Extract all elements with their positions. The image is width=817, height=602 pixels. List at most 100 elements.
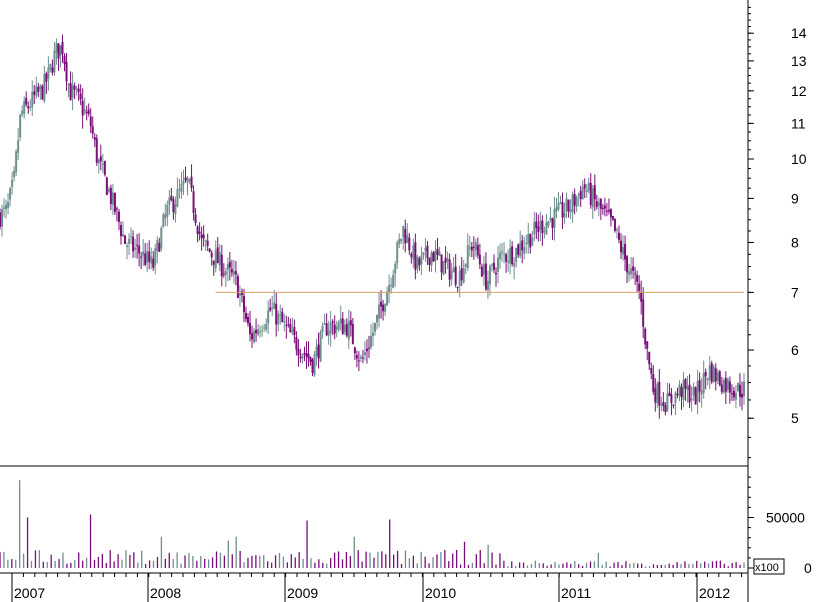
candle-body [654,388,657,403]
candle-body [111,192,114,205]
candle-body [180,183,183,193]
candle-body [563,213,566,218]
candle-body [533,221,536,235]
candle-body [313,354,316,376]
candle-body [662,401,665,406]
candle-body [620,240,623,253]
candle-body [69,82,72,101]
candle-body [432,252,435,262]
candle-body [198,231,201,234]
candle-body [297,349,300,356]
candle-body [238,293,241,296]
candle-body [132,236,135,252]
candle-body [636,275,639,282]
candle-body [537,226,540,233]
candle-body [271,307,274,309]
candle-body [601,207,604,210]
candle-body [148,251,151,262]
candle-body [87,109,90,115]
candle-body [525,242,528,245]
candle-body [170,195,173,201]
candle-body [315,346,318,356]
candle-body [333,324,336,334]
candle-body [412,245,415,260]
candle-body [99,156,102,162]
candle-body [551,218,554,228]
candle-body [384,304,387,312]
candle-body [553,208,556,228]
candle-body [545,222,548,235]
candle-body [394,263,397,274]
candle-body [706,378,709,381]
candle-body [216,247,219,264]
candle-body [67,84,70,86]
volume-unit-box [753,558,785,575]
candle-body [230,269,233,273]
candle-body [156,240,159,251]
candle-body [287,324,290,326]
candle-body [1,209,4,227]
volume-bars [0,480,745,568]
candle-body [561,202,564,218]
candle-body [607,209,610,212]
candle-body [644,328,647,345]
candle-body [293,326,296,336]
candle-body [613,218,616,231]
candle-body [5,204,8,210]
candle-body [430,252,433,266]
candle-body [521,240,524,251]
candle-body [400,238,403,242]
candle-body [210,252,213,258]
candle-body [444,257,447,263]
candle-body [527,234,530,245]
candle-body [474,242,477,251]
candle-body [343,324,346,332]
candle-body [656,383,659,404]
candle-body [128,238,131,244]
candle-body [253,330,256,343]
candle-body [113,193,116,212]
candle-body [468,247,471,249]
candle-body [224,271,227,276]
candle-body [573,193,576,206]
candle-body [89,116,92,127]
candle-body [587,182,590,191]
candle-body [704,371,707,377]
candle-body [688,384,691,403]
candle-body [416,256,419,269]
candle-body [327,330,330,336]
candle-body [738,384,741,397]
candle-body [325,323,328,336]
candle-body [255,329,258,334]
candle-body [519,242,522,257]
candle-body [490,264,493,266]
candle-body [200,234,203,238]
candle-body [107,189,110,192]
candle-body [73,85,76,90]
candle-body [21,110,24,115]
volume-tick-label: 50000 [766,510,805,526]
candle-body [615,229,618,231]
candle-body [497,257,500,272]
price-tick-label: 7 [791,284,799,300]
candle-body [109,187,112,205]
candle-body [632,266,635,271]
candle-body [376,314,379,323]
candle-body [390,284,393,286]
candle-body [242,295,245,313]
candle-body [408,237,411,251]
candle-body [218,252,221,266]
candle-body [236,276,239,298]
candle-body [595,201,598,207]
candle-body [202,234,205,239]
candle-body [585,190,588,192]
candle-body [678,384,681,396]
candle-body [509,248,512,264]
price-axis-ticks: 5 6 7 8 9 10 11 12 13 14 [748,6,807,459]
candle-body [101,163,104,165]
candle-body [359,356,362,359]
candle-body [702,372,705,393]
candle-body [640,292,643,302]
candle-body [93,137,96,140]
candle-body [226,264,229,270]
